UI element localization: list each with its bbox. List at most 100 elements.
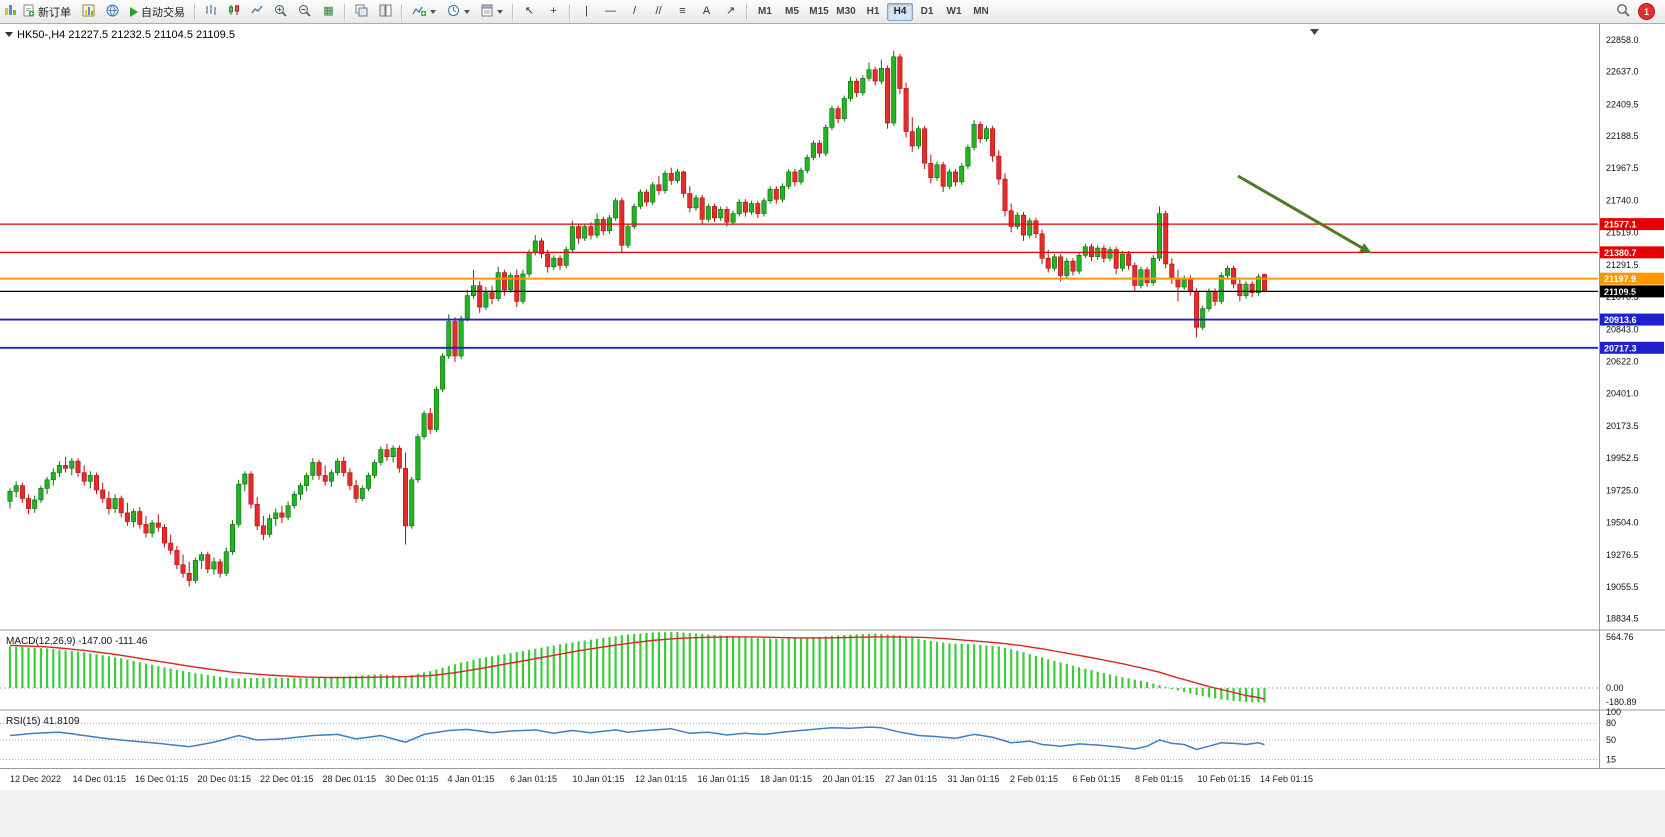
timeframe-h4-button[interactable]: H4 (887, 2, 913, 21)
chevron-down-icon (430, 9, 436, 14)
profiles-button[interactable] (101, 2, 124, 22)
candle-body (199, 554, 205, 561)
candle-body (1218, 275, 1224, 302)
horizontal-line-tool-button[interactable]: — (599, 2, 622, 22)
chart-background (0, 24, 1665, 837)
charts-window-button[interactable] (77, 2, 100, 22)
candle-body (1163, 213, 1169, 265)
periods-button[interactable] (442, 2, 475, 22)
candle-body (223, 551, 229, 574)
fibonacci-tool-button[interactable]: ≡ (671, 2, 694, 22)
candle-body (1255, 276, 1261, 293)
candlestick-series (7, 51, 1268, 587)
chart-canvas[interactable]: 21577.1 21380.7 21197.9 21109.5 20913.6 20717… (0, 24, 1665, 837)
tile-vertical-icon (379, 4, 392, 20)
price-scale-label: 20843.0 (1606, 325, 1639, 335)
cursor-tool-button[interactable]: ↖ (518, 2, 541, 22)
candle-body (32, 499, 38, 509)
candle-body (69, 460, 75, 469)
candle-body (1002, 178, 1008, 212)
timeframe-d1-button[interactable]: D1 (914, 3, 940, 21)
line-chart-button[interactable] (246, 2, 268, 22)
rsi-scale-label: 50 (1606, 735, 1616, 745)
auto-trading-button[interactable]: 自动交易 (125, 2, 190, 22)
window-bottom-strip (0, 790, 1665, 837)
bar-chart-button[interactable] (200, 2, 222, 22)
arrows-tool-button[interactable]: ↗ (719, 2, 742, 22)
date-axis-label: 6 Feb 01:15 (1073, 774, 1121, 784)
crosshair-tool-button[interactable]: + (542, 2, 565, 22)
indicators-button[interactable] (407, 2, 441, 22)
timeframe-m5-button[interactable]: M5 (779, 3, 805, 21)
candle-body (687, 193, 693, 209)
candle-body (1008, 210, 1014, 227)
candle-body (631, 206, 637, 227)
candlestick-chart-button[interactable] (223, 2, 245, 22)
candle-body (279, 512, 285, 518)
macd-label: MACD(12,26,9) -147.00 -111.46 (6, 636, 148, 647)
channel-tool-button[interactable]: // (647, 2, 670, 22)
timeframe-m15-button[interactable]: M15 (806, 3, 832, 21)
candle-body (792, 171, 798, 183)
tile-vertical-button[interactable] (374, 2, 397, 22)
candle-body (1169, 263, 1175, 279)
trendline-tool-button[interactable]: / (623, 2, 646, 22)
candle-body (1014, 214, 1020, 227)
candle-body (576, 226, 582, 239)
new-order-icon (23, 4, 35, 20)
vertical-line-tool-button[interactable]: | (575, 2, 598, 22)
arrows-tool-icon: ↗ (725, 5, 736, 17)
candle-body (87, 475, 93, 482)
zoom-out-button[interactable] (293, 2, 316, 22)
new-order-label: 新订单 (38, 6, 71, 19)
search-icon (1616, 3, 1630, 20)
candle-body (619, 200, 625, 246)
trend-arrow-annotation[interactable] (1237, 174, 1365, 251)
price-scale-label: 21967.5 (1606, 163, 1639, 173)
candle-body (285, 505, 291, 518)
new-order-button[interactable]: 新订单 (18, 2, 76, 22)
candle-body (236, 483, 242, 525)
cascade-windows-icon (355, 4, 368, 20)
candle-body (155, 522, 161, 528)
indicators-icon (412, 4, 426, 20)
timeframe-mn-button[interactable]: MN (968, 3, 994, 21)
cascade-windows-button[interactable] (350, 2, 373, 22)
candle-body (1181, 278, 1187, 288)
candle-body (1058, 256, 1064, 276)
timeframe-m1-button[interactable]: M1 (752, 3, 778, 21)
timeframe-w1-button[interactable]: W1 (941, 3, 967, 21)
candle-body (779, 186, 785, 200)
search-button[interactable] (1611, 2, 1635, 22)
main-toolbar: 新订单 自动交易 (0, 0, 1665, 24)
zoom-in-button[interactable] (269, 2, 292, 22)
date-axis-label: 16 Dec 01:15 (135, 774, 189, 784)
zoom-in-icon (274, 4, 287, 20)
date-axis-label: 22 Dec 01:15 (260, 774, 314, 784)
toolbar-separator (401, 3, 403, 20)
templates-button[interactable] (476, 2, 508, 22)
price-scale-label: 20401.0 (1606, 388, 1639, 398)
bar-chart-icon (205, 4, 217, 19)
chart-shift-marker[interactable] (1310, 29, 1319, 35)
candle-body (168, 542, 174, 551)
tile-windows-button[interactable]: ▦ (317, 2, 340, 22)
candle-body (322, 475, 328, 482)
candle-body (569, 226, 575, 250)
price-line-flag-text: 21577.1 (1604, 220, 1637, 230)
candle-body (650, 184, 656, 203)
chart-collapse-icon[interactable] (5, 32, 13, 37)
candle-body (563, 249, 569, 266)
candle-body (582, 226, 588, 239)
notification-badge[interactable]: 1 (1638, 3, 1655, 20)
text-tool-button[interactable]: A (695, 2, 718, 22)
date-axis-label: 31 Jan 01:15 (948, 774, 1000, 784)
candle-body (341, 460, 347, 473)
candle-body (823, 127, 829, 154)
candle-body (810, 142, 816, 158)
timeframe-m30-button[interactable]: M30 (833, 3, 859, 21)
timeframe-h1-button[interactable]: H1 (860, 3, 886, 21)
candle-body (1113, 249, 1119, 269)
candle-body (656, 184, 662, 191)
